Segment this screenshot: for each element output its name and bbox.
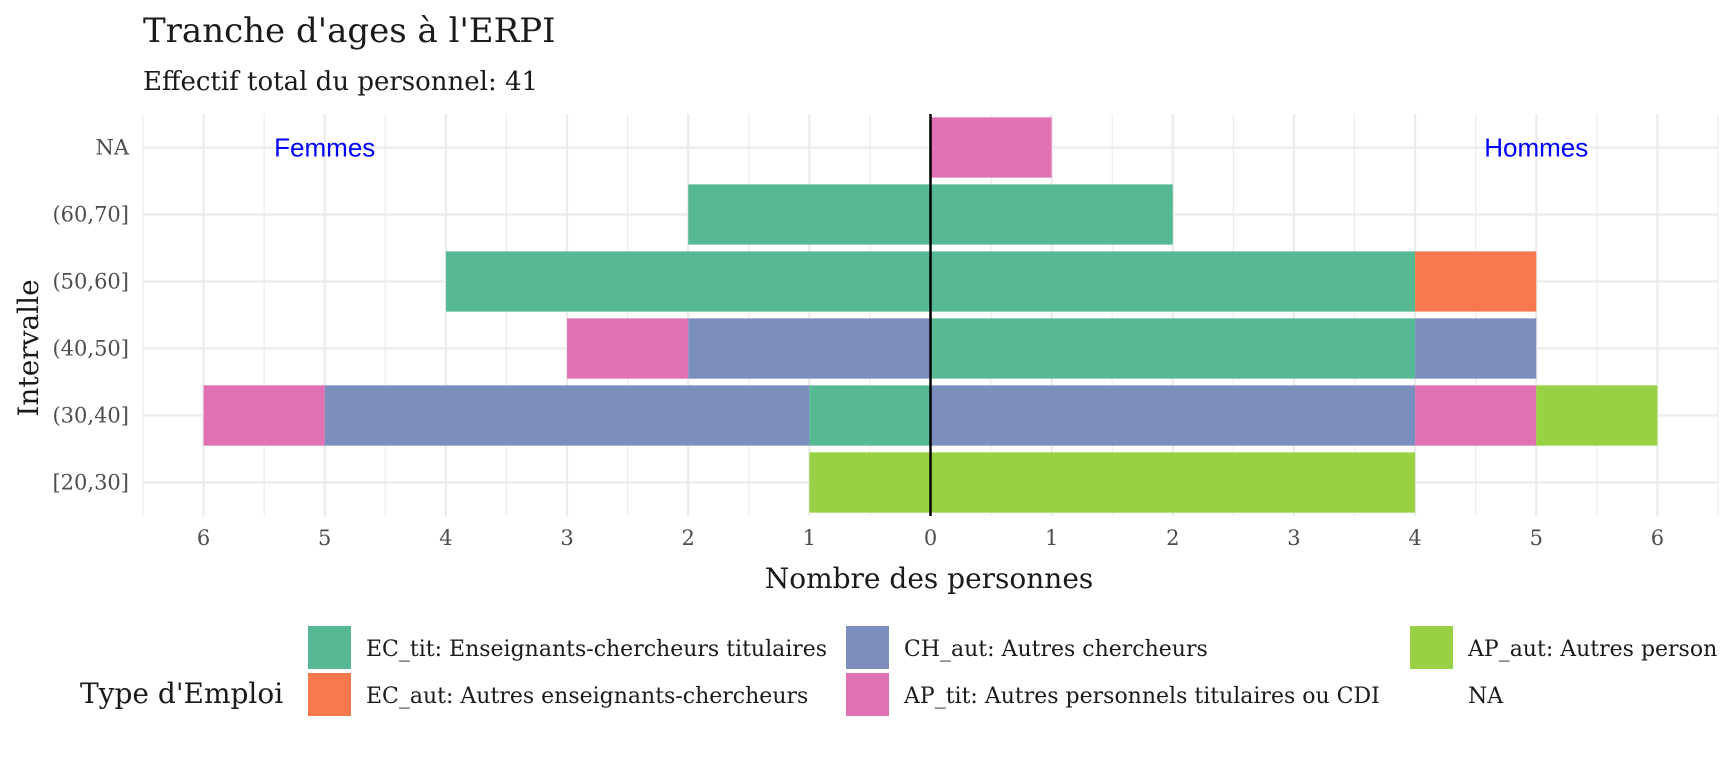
plot-axes: 6 5 4 3 2 1 0 1 2 3 4 5 6 [20,30] (30,40] (40,50] (50,60… [52,114,1664,550]
x-tick-label: 5 [1530,526,1543,550]
legend-label: EC_aut: Autres enseignants-chercheurs [366,684,808,709]
bar-segment-hommes [930,318,1416,379]
bar-segment-hommes [930,452,1416,513]
legend-label: NA [1468,684,1504,709]
x-axis-title: Nombre des personnes [765,562,1094,595]
bar-segment-femmes [688,318,931,379]
legend-label: CH_aut: Autres chercheurs [904,637,1208,662]
bar-segment-femmes [324,385,810,446]
bar-segment-hommes [1415,318,1537,379]
bar-segment-femmes [203,385,325,446]
x-tick-label: 3 [560,526,573,550]
bar-segment-hommes [1415,385,1537,446]
legend-key [1410,673,1453,716]
legend-title: Type d'Emploi [80,677,283,710]
x-tick-label: 1 [1045,526,1058,550]
bar-segment-femmes [809,452,931,513]
bar-segment-hommes [1536,385,1658,446]
legend-label: EC_tit: Enseignants-chercheurs titulaire… [366,637,827,662]
y-tick-label: (60,70] [52,203,129,227]
bar-segment-femmes [688,184,931,245]
x-tick-label: 1 [803,526,816,550]
x-tick-label: 2 [1166,526,1179,550]
chart-title: Tranche d'ages à l'ERPI [143,11,556,51]
y-tick-label: [20,30] [52,471,129,495]
bar-segment-hommes [930,184,1173,245]
plot-bars [203,117,1658,513]
x-tick-label: 2 [682,526,695,550]
y-tick-label: (50,60] [52,270,129,294]
chart-subtitle: Effectif total du personnel: 41 [143,67,538,97]
bar-segment-hommes [1415,251,1537,312]
x-tick-label: 3 [1287,526,1300,550]
bar-segment-femmes [809,385,931,446]
x-tick-label: 5 [318,526,331,550]
bar-segment-hommes [930,117,1052,178]
bar-segment-femmes [567,318,689,379]
y-tick-label: (30,40] [52,404,129,428]
bar-segment-hommes [930,385,1416,446]
legend-key [1410,626,1453,669]
bar-segment-hommes [930,251,1416,312]
y-tick-label: NA [95,136,129,160]
annotation-label: Femmes [274,133,375,163]
annotation-label: Hommes [1484,133,1588,163]
x-tick-label: 4 [439,526,452,550]
x-tick-label: 4 [1408,526,1421,550]
legend-key [846,626,889,669]
x-tick-label: 0 [924,526,937,550]
legend-key [846,673,889,716]
legend-label: AP_aut: Autres person [1467,637,1717,662]
legend-key [308,673,351,716]
bar-segment-femmes [445,251,931,312]
legend: Type d'Emploi EC_tit: Enseignants-cherche… [80,626,1717,716]
x-tick-label: 6 [1651,526,1664,550]
x-tick-label: 6 [197,526,210,550]
y-axis-title: Intervalle [12,279,45,416]
y-tick-label: (40,50] [52,337,129,361]
legend-key [308,626,351,669]
legend-label: AP_tit: Autres personnels titulaires ou … [903,684,1380,709]
